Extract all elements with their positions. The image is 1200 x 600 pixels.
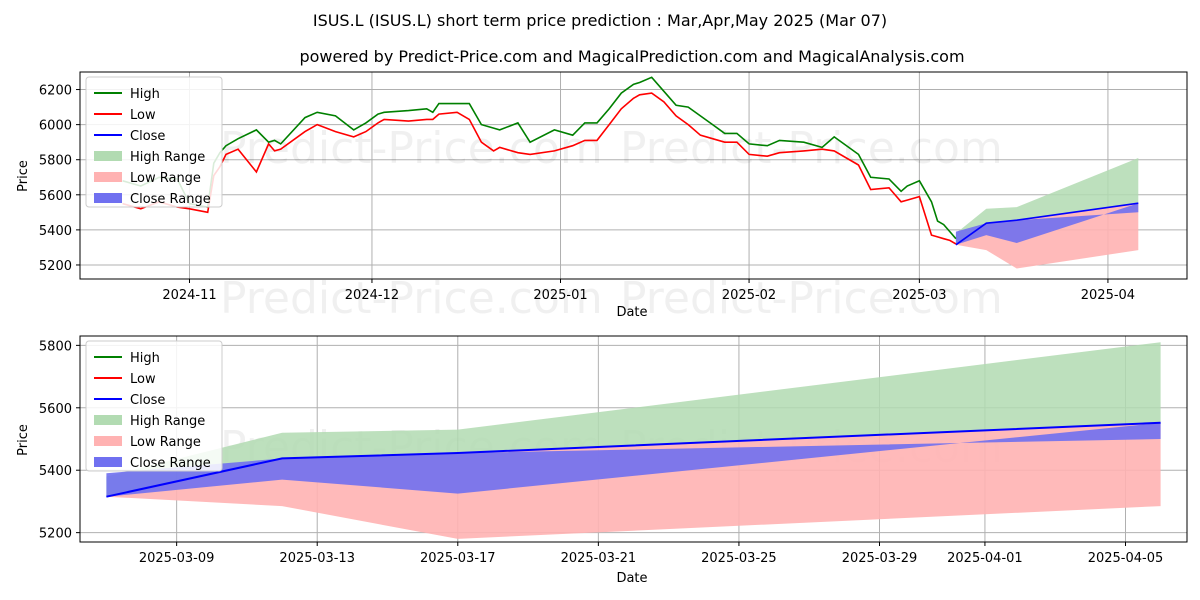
legend-label: Low Range [130,435,201,450]
history-x-axis-label: Date [616,305,647,320]
legend-patch-swatch [94,151,122,161]
watermark-text: Predict-Price.com [220,273,603,324]
y-tick-label: 6200 [39,84,72,99]
x-tick-label: 2025-01 [533,288,587,303]
x-tick-label: 2025-03-13 [279,551,355,566]
close-range-area [106,422,1161,497]
history-legend: High Low Close High Range Low Range Close Ran… [85,76,223,208]
low-range-area [106,422,1161,539]
watermark-text: Predict-Price.com [220,123,603,174]
legend-label: High [130,87,160,102]
legend-patch-swatch [94,172,122,182]
history-watermark: Predict-Price.com Predict-Price.com Pred… [220,123,1003,324]
close-range-area [955,203,1139,245]
close-series-line [106,421,1161,498]
y-tick-label: 5200 [39,527,72,542]
x-tick-label: 2025-03-25 [701,551,777,566]
y-tick-label: 5600 [39,189,72,204]
legend-patch-swatch [94,457,122,467]
y-tick-label: 5800 [39,154,72,169]
legend-patch-swatch [94,436,122,446]
forecast-areas [106,342,1161,539]
history-panel: Predict-Price.com Predict-Price.com Pred… [16,71,1188,324]
x-tick-label: 2025-04-01 [947,551,1023,566]
legend-patch-swatch [94,415,122,425]
legend-patch-swatch [94,193,122,203]
history-forecast-areas [955,158,1139,269]
history-y-axis-label: Price [16,160,31,192]
high-range-area [106,342,1161,497]
legend-label: High Range [130,150,205,165]
chart-subtitle: powered by Predict-Price.com and Magical… [299,47,964,66]
x-tick-label: 2025-03-09 [139,551,215,566]
forecast-x-axis-label: Date [616,571,647,586]
legend-label: Close Range [130,456,211,471]
forecast-legend: High Low Close High Range Low Range Close Ran… [85,340,223,472]
y-tick-label: 5400 [39,224,72,239]
chart-title: ISUS.L (ISUS.L) short term price predict… [313,11,887,30]
y-tick-label: 6000 [39,119,72,134]
forecast-y-ticks: 5200 5400 5600 5800 [39,339,80,542]
legend-label: Close [130,393,165,408]
forecast-x-ticks: 2025-03-09 2025-03-13 2025-03-17 2025-03-21… [139,542,1163,566]
x-tick-label: 2024-12 [345,288,399,303]
y-tick-label: 5600 [39,402,72,417]
y-tick-label: 5200 [39,259,72,274]
forecast-lines [106,421,1161,498]
legend-label: Low [130,372,156,387]
history-x-ticks: 2024-11 2024-12 2025-01 2025-02 2025-03 2025-… [162,279,1135,303]
x-tick-label: 2024-11 [162,288,216,303]
x-tick-label: 2025-03 [892,288,946,303]
forecast-plot-border [79,335,1188,543]
low-series-line [122,92,957,245]
close-series-line [955,202,1139,246]
watermark-text: Predict-Price.com [620,273,1003,324]
x-tick-label: 2025-03-17 [420,551,496,566]
y-tick-label: 5400 [39,464,72,479]
low-range-area [955,203,1139,269]
high-series-line [122,76,957,240]
high-range-area [955,158,1139,245]
legend-label: High Range [130,414,205,429]
x-tick-label: 2025-04 [1081,288,1135,303]
watermark-text: Predict-Price.com [620,123,1003,174]
x-tick-label: 2025-03-21 [561,551,637,566]
y-tick-label: 5800 [39,339,72,354]
history-lines [122,76,1139,246]
x-tick-label: 2025-02 [722,288,776,303]
history-plot-border [79,71,1188,280]
legend-label: Close [130,129,165,144]
legend-label: Low Range [130,171,201,186]
x-tick-label: 2025-04-05 [1088,551,1164,566]
forecast-panel: Predict-Price.com Predict-Price.com 2025… [16,335,1188,586]
forecast-y-axis-label: Price [16,424,31,456]
legend-label: Low [130,108,156,123]
legend-label: High [130,351,160,366]
x-tick-label: 2025-03-29 [842,551,918,566]
history-grid [80,72,1187,279]
history-y-ticks: 5200 5400 5600 5800 6000 6200 [39,84,80,274]
legend-label: Close Range [130,192,211,207]
